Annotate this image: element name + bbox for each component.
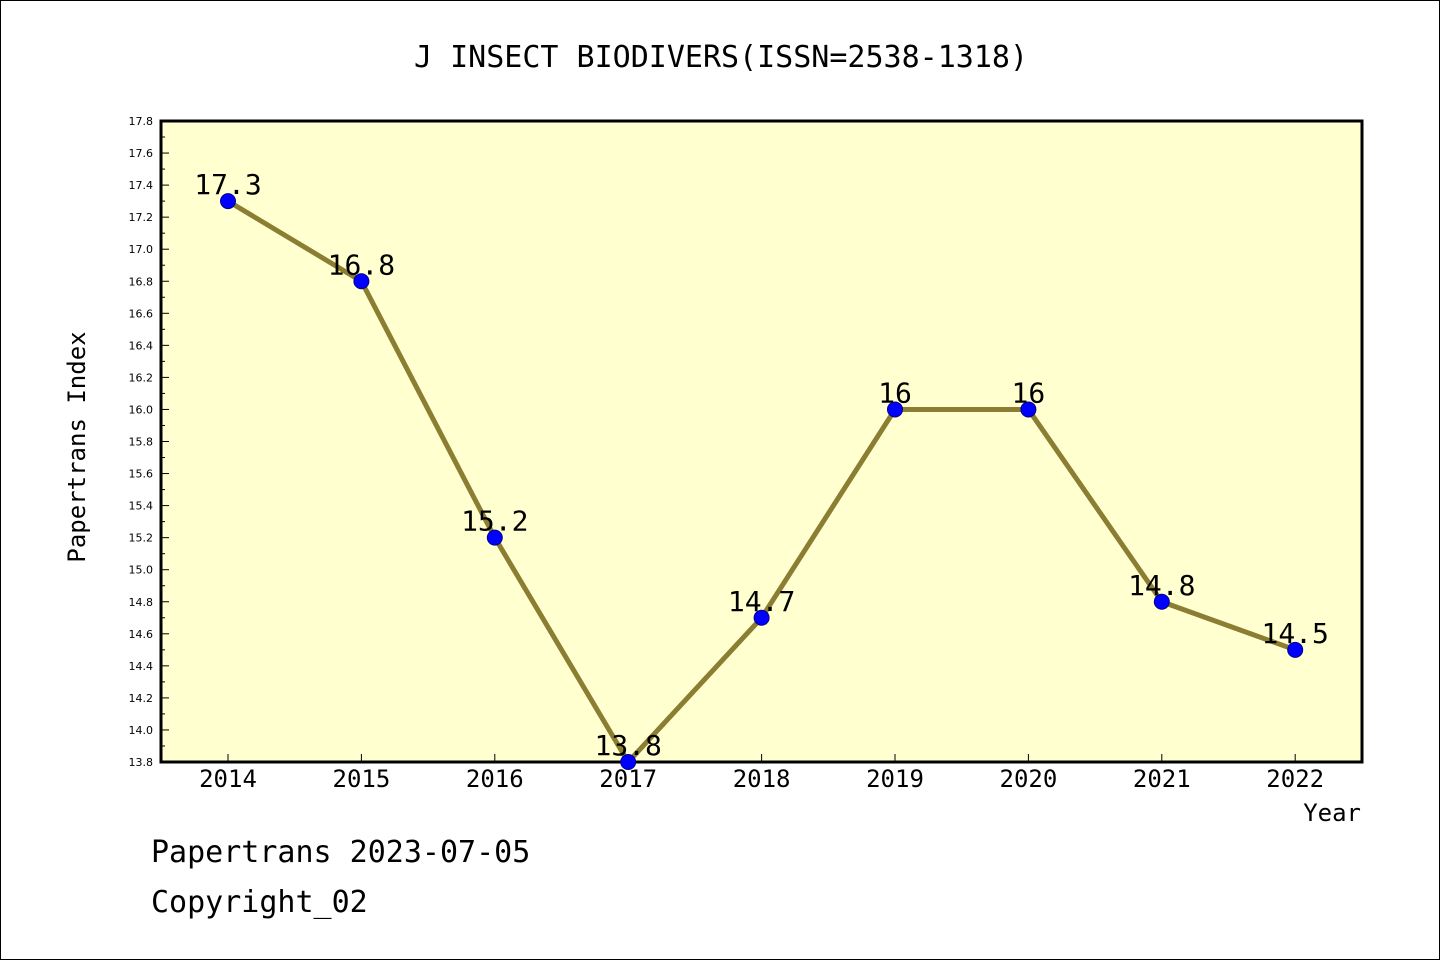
y-tick-label: 14.4: [129, 660, 154, 673]
x-tick-label: 2014: [199, 765, 257, 793]
series-layer: 17.3 16.8 15.2 13.8 14.7 16 16 14.8 14.5: [194, 168, 1329, 770]
x-tick-label: 2020: [1000, 765, 1058, 793]
y-tick-label: 16.8: [129, 275, 154, 288]
y-tick-label: 16.2: [129, 371, 154, 384]
footer-date: Papertrans 2023-07-05: [151, 835, 531, 870]
y-tick-label: 17.0: [129, 243, 154, 256]
y-tick-label: 15.6: [129, 468, 154, 481]
data-label: 16: [1012, 376, 1046, 409]
data-label: 17.3: [194, 168, 261, 201]
y-tick-label: 17.2: [129, 211, 154, 224]
y-axis: 13.8 14.0 14.2 14.4 14.6 14.8 15.0 15.2 15.4 15.6…: [129, 115, 169, 769]
y-tick-label: 16.4: [129, 339, 154, 352]
y-tick-label: 15.8: [129, 436, 154, 449]
data-label: 14.7: [728, 585, 795, 618]
data-label: 14.8: [1128, 569, 1195, 602]
data-point: [353, 273, 370, 290]
y-tick-label: 15.0: [129, 564, 154, 577]
data-label: 16: [878, 376, 912, 409]
data-point: [887, 401, 903, 418]
y-tick-label: 14.8: [129, 596, 154, 609]
y-tick-label: 13.8: [129, 756, 154, 769]
chart-title: J INSECT BIODIVERS(ISSN=2538-1318): [414, 40, 1028, 75]
y-tick-label: 17.4: [129, 179, 154, 192]
plot-area: [159, 119, 1364, 764]
data-point: [1153, 593, 1170, 610]
y-tick-label: 15.2: [129, 532, 154, 545]
data-point: [486, 529, 503, 546]
x-axis-label: Year: [1303, 799, 1361, 827]
data-label: 15.2: [461, 505, 528, 538]
data-point: [1020, 401, 1037, 418]
y-tick-label: 14.2: [129, 692, 154, 705]
data-label: 14.5: [1261, 617, 1328, 650]
x-axis: 2014 2015 2016 2017 2018 2019 2020 2021 2022: [199, 754, 1324, 793]
y-tick-label: 16.6: [129, 307, 154, 320]
x-tick-label: 2021: [1133, 765, 1191, 793]
data-point: [620, 754, 637, 770]
y-tick-label: 17.6: [129, 147, 154, 160]
data-label: 13.8: [594, 729, 661, 762]
footer-copyright: Copyright_02: [151, 885, 368, 920]
data-label: 16.8: [328, 248, 395, 281]
x-tick-label: 2015: [333, 765, 391, 793]
x-tick-label: 2018: [733, 765, 791, 793]
x-tick-label: 2022: [1266, 765, 1324, 793]
data-point: [753, 609, 770, 626]
data-point: [1287, 641, 1304, 658]
x-tick-label: 2016: [466, 765, 524, 793]
data-point: [220, 193, 236, 210]
y-axis-label: Papertrans Index: [63, 331, 91, 562]
y-tick-label: 15.4: [129, 500, 154, 513]
y-tick-label: 14.6: [129, 628, 154, 641]
x-tick-label: 2019: [866, 765, 924, 793]
y-tick-label: 14.0: [129, 724, 154, 737]
y-tick-label: 16.0: [129, 403, 154, 416]
y-tick-label: 17.8: [129, 115, 154, 128]
